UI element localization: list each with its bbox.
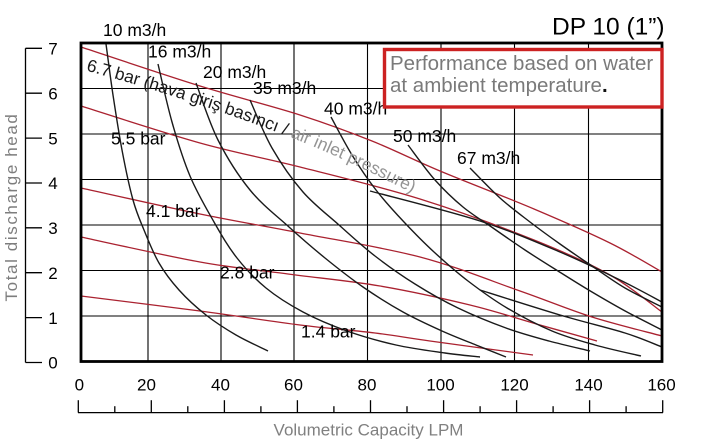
svg-text:160: 160 [647, 376, 675, 395]
svg-text:100: 100 [426, 376, 454, 395]
svg-text:140: 140 [574, 376, 602, 395]
svg-text:3: 3 [48, 219, 57, 238]
svg-text:7: 7 [48, 40, 57, 59]
svg-text:20: 20 [137, 376, 156, 395]
svg-text:4: 4 [48, 174, 57, 193]
svg-text:67 m3/h: 67 m3/h [457, 148, 520, 168]
svg-text:0: 0 [48, 354, 57, 373]
svg-text:60: 60 [284, 376, 303, 395]
svg-text:4.1 bar: 4.1 bar [146, 201, 201, 221]
svg-text:6: 6 [48, 84, 57, 103]
svg-text:at ambient temperature.: at ambient temperature. [390, 74, 608, 97]
svg-text:Volumetric Capacity LPM: Volumetric Capacity LPM [274, 421, 464, 440]
svg-text:Performance based on water: Performance based on water [390, 52, 653, 75]
svg-text:80: 80 [358, 376, 377, 395]
svg-text:16 m3/h: 16 m3/h [148, 42, 211, 62]
svg-text:40: 40 [211, 376, 230, 395]
svg-text:5: 5 [48, 129, 57, 148]
svg-text:2: 2 [48, 264, 57, 283]
svg-text:40 m3/h: 40 m3/h [324, 99, 387, 119]
svg-text:120: 120 [500, 376, 528, 395]
svg-text:50 m3/h: 50 m3/h [393, 126, 456, 146]
svg-text:2.8 bar: 2.8 bar [220, 263, 275, 283]
svg-text:1.4 bar: 1.4 bar [301, 322, 356, 342]
svg-text:0: 0 [75, 376, 84, 395]
svg-text:Total discharge head: Total discharge head [2, 113, 21, 302]
svg-text:10 m3/h: 10 m3/h [103, 20, 166, 40]
svg-text:20 m3/h: 20 m3/h [203, 62, 266, 82]
svg-text:35 m3/h: 35 m3/h [253, 78, 316, 98]
svg-text:DP 10 (1”): DP 10 (1”) [552, 14, 665, 41]
svg-text:5.5 bar: 5.5 bar [111, 129, 166, 149]
svg-text:1: 1 [48, 309, 57, 328]
